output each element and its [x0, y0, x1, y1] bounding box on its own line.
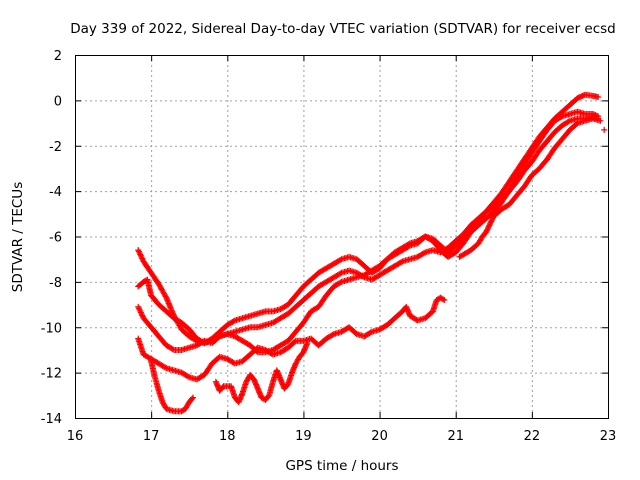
data-point [304, 340, 311, 347]
data-point [483, 227, 490, 234]
data-point [367, 329, 374, 336]
data-point [441, 297, 448, 304]
data-point [265, 393, 272, 400]
data-point [565, 118, 572, 125]
series-trace-g [456, 115, 604, 260]
series-trace-c [135, 108, 602, 356]
data-point [337, 270, 344, 277]
plot-frame [75, 55, 609, 419]
x-tick-label: 23 [600, 429, 617, 444]
x-axis-label: GPS time / hours [285, 458, 398, 474]
data-point [329, 331, 336, 338]
series-trace-f [212, 340, 311, 406]
data-point [484, 226, 491, 233]
series-trace-h [601, 126, 608, 133]
data-point [162, 293, 169, 300]
y-tick-label: -10 [41, 321, 62, 336]
data-point [337, 256, 344, 263]
y-tick-label: 0 [54, 94, 62, 109]
y-tick-label: -4 [49, 185, 62, 200]
x-tick-label: 18 [219, 429, 236, 444]
data-point [488, 218, 495, 225]
data-point [169, 346, 176, 353]
x-tick-label: 21 [447, 429, 464, 444]
data-point [337, 279, 344, 286]
data-point [230, 318, 237, 325]
data-point [189, 395, 196, 402]
data-point [488, 217, 495, 224]
x-tick-label: 19 [295, 429, 312, 444]
data-point [597, 117, 604, 124]
data-point [489, 215, 496, 222]
y-tick-label: 2 [54, 49, 62, 64]
data-point [190, 394, 197, 401]
data-point [595, 113, 602, 120]
data-point [486, 222, 493, 229]
series-trace-d [135, 294, 448, 383]
data-point [483, 228, 490, 235]
data-point [184, 373, 191, 380]
data-point [162, 364, 169, 371]
data-point [558, 114, 565, 121]
chart-title: Day 339 of 2022, Sidereal Day-to-day VTE… [70, 21, 616, 37]
data-point [485, 224, 492, 231]
series-trace-a [135, 91, 602, 347]
data-point [487, 219, 494, 226]
data-point [398, 259, 405, 266]
data-point [440, 296, 447, 303]
data-point [291, 338, 298, 345]
y-tick-label: -12 [41, 367, 62, 382]
x-tick-label: 22 [524, 429, 541, 444]
data-marks [135, 91, 608, 415]
data-point [405, 243, 412, 250]
data-point [420, 250, 427, 257]
y-tick-label: -6 [49, 231, 62, 246]
series-trace-e [148, 358, 197, 415]
x-tick-label: 16 [67, 429, 84, 444]
y-tick-label: -2 [49, 140, 62, 155]
y-axis-label: SDTVAR / TECUs [10, 182, 26, 292]
x-tick-label: 17 [143, 429, 160, 444]
x-tick-label: 20 [371, 429, 388, 444]
data-point [485, 223, 492, 230]
y-tick-label: -8 [49, 276, 62, 291]
data-point [595, 93, 602, 100]
data-point [601, 126, 608, 133]
data-point [486, 221, 493, 228]
y-tick-label: -14 [41, 412, 62, 427]
